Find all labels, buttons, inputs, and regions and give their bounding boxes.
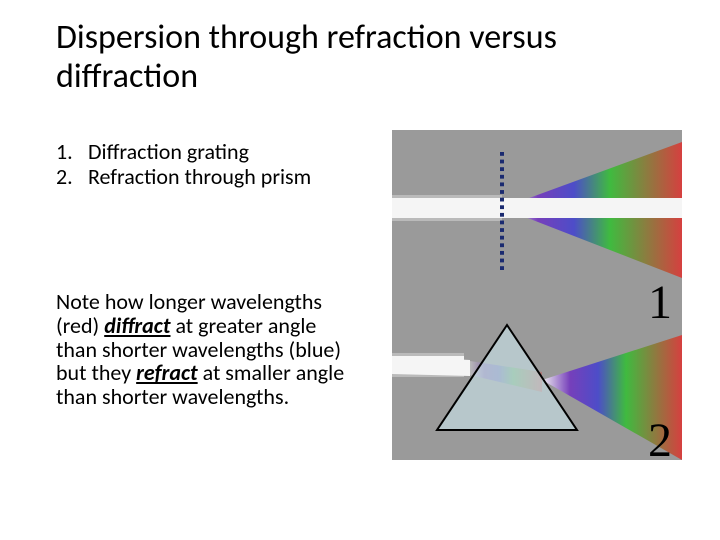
list-item: 1. Diffraction grating — [56, 140, 311, 165]
diagram: 12 — [392, 130, 682, 460]
title-line-2: diffraction — [56, 56, 198, 97]
svg-text:1: 1 — [648, 276, 672, 329]
list-number: 1. — [56, 140, 88, 165]
note-paragraph: Note how longer wavelengths (red) diffra… — [56, 290, 346, 409]
list-item: 2. Refraction through prism — [56, 165, 311, 190]
list-text: Refraction through prism — [88, 165, 311, 190]
title-line-1: Dispersion through refraction versus — [56, 17, 557, 58]
page-title: Dispersion through refraction versus dif… — [56, 18, 557, 96]
svg-text:2: 2 — [648, 414, 672, 460]
numbered-list: 1. Diffraction grating 2. Refraction thr… — [56, 140, 311, 189]
diagram-svg: 12 — [392, 130, 682, 460]
list-number: 2. — [56, 165, 88, 190]
list-text: Diffraction grating — [88, 140, 249, 165]
